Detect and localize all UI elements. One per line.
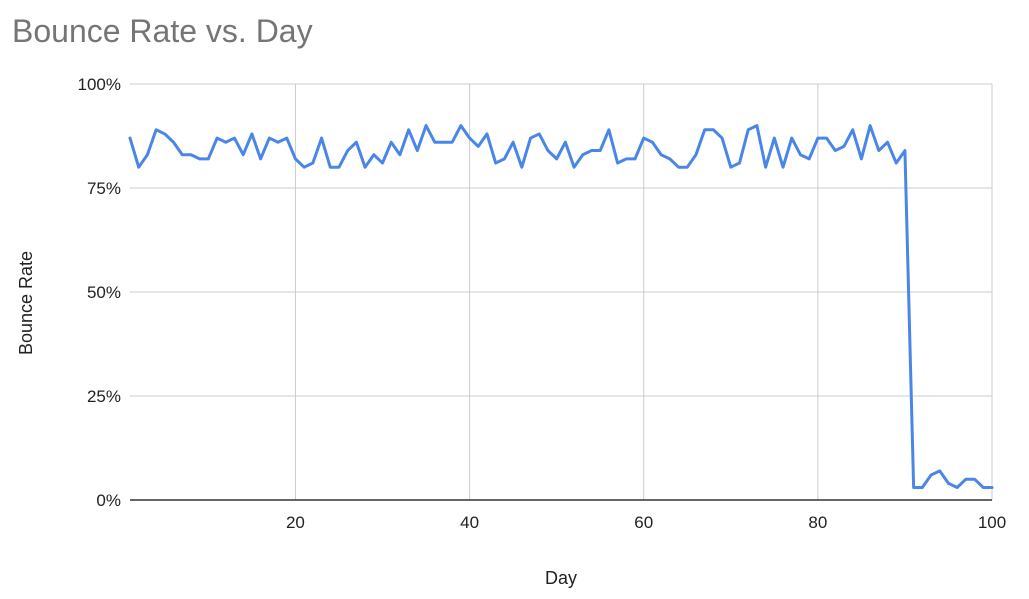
x-tick-labels: 20 40 60 80 100 [286,513,1006,532]
y-tick-label: 75% [87,179,121,198]
y-axis-label: Bounce Rate [16,251,36,355]
y-tick-label: 100% [78,75,121,94]
y-tick-label: 0% [96,491,121,510]
series-layer [128,124,994,490]
chart-title: Bounce Rate vs. Day [12,13,313,49]
y-tick-labels: 0% 25% 50% 75% 100% [78,75,121,510]
y-tick-label: 50% [87,283,121,302]
x-tick-label: 40 [460,513,479,532]
series-line-bounce-rate [128,124,994,490]
y-tick-label: 25% [87,387,121,406]
grid-layer [130,83,993,501]
x-tick-label: 100 [978,513,1006,532]
x-tick-label: 80 [808,513,827,532]
x-axis-label: Day [545,568,577,588]
x-tick-label: 20 [286,513,305,532]
x-tick-label: 60 [634,513,653,532]
